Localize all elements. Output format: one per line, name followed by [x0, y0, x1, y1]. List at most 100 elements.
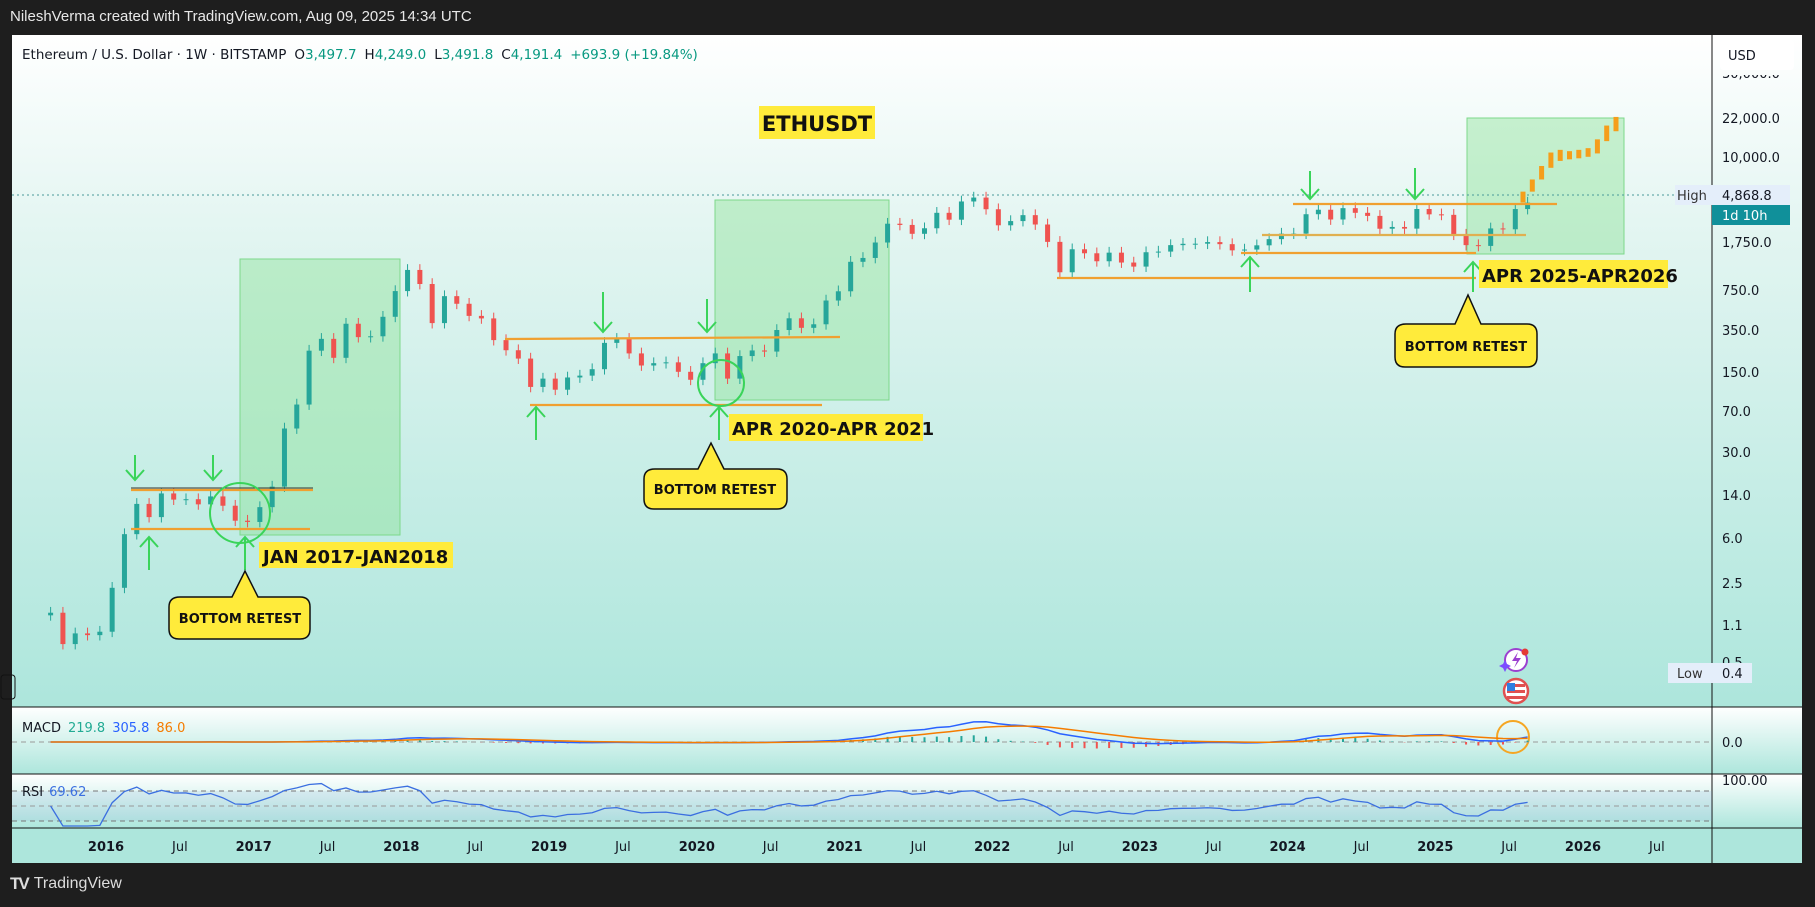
- tradingview-logo-icon: TV: [10, 874, 30, 893]
- candle: [380, 316, 386, 337]
- macd-hist-value: 219.8: [68, 721, 105, 736]
- candle: [466, 303, 472, 316]
- candle: [318, 338, 324, 351]
- price-tick: 150.0: [1722, 366, 1759, 381]
- brand-name: TradingView: [33, 875, 122, 892]
- price-tick: 70.0: [1722, 405, 1751, 420]
- candle: [146, 503, 152, 518]
- candle: [897, 223, 903, 225]
- candle: [306, 350, 312, 405]
- macd-bar: [517, 742, 520, 744]
- us-flag-events-icon[interactable]: [1502, 677, 1530, 705]
- candle: [1414, 209, 1420, 229]
- rsi-pane[interactable]: [12, 774, 1802, 828]
- candle: [478, 315, 484, 319]
- candle: [958, 201, 964, 220]
- candle: [1352, 208, 1358, 213]
- candle: [1451, 214, 1457, 235]
- projection-bar: [1594, 139, 1600, 154]
- open-value: 3,497.7: [305, 47, 357, 63]
- macd-bar: [443, 741, 446, 742]
- rsi-axis-label: 100.00: [1722, 774, 1768, 789]
- candle: [688, 371, 694, 380]
- bar-countdown: 1d 10h: [1722, 209, 1767, 224]
- macd-bar: [1391, 741, 1394, 742]
- arrows: [125, 168, 1483, 570]
- candle: [1340, 208, 1346, 220]
- macd-bar: [1009, 740, 1012, 742]
- macd-bar: [381, 741, 384, 742]
- macd-pane[interactable]: [12, 707, 1802, 774]
- candle: [934, 212, 940, 229]
- signal-line: [50, 725, 1528, 744]
- macd-bar: [541, 742, 544, 744]
- candle: [1463, 234, 1469, 246]
- candle: [528, 358, 534, 387]
- time-tick: 2022: [974, 840, 1010, 855]
- candle: [589, 369, 595, 376]
- time-tick: Jul: [1500, 840, 1517, 855]
- rsi-legend[interactable]: RSI 69.62: [22, 785, 86, 800]
- macd-bar: [1132, 742, 1135, 748]
- time-tick: Jul: [1353, 840, 1370, 855]
- candle: [872, 242, 878, 258]
- candle: [1143, 252, 1149, 267]
- cycle-label-2: APR 2020-APR 2021: [732, 419, 934, 440]
- candle: [995, 209, 1001, 226]
- projection-bars: [1520, 116, 1619, 203]
- candle: [109, 587, 115, 632]
- symbol-name: Ethereum / U.S. Dollar · 1W · BITSTAMP: [22, 47, 286, 63]
- up-arrow-icon: [709, 405, 729, 440]
- candle: [1254, 245, 1260, 250]
- macd-bar: [1526, 740, 1529, 742]
- candle: [860, 257, 866, 262]
- currency-button[interactable]: [1720, 40, 1794, 70]
- time-axis[interactable]: [12, 828, 1802, 863]
- candle: [355, 323, 361, 338]
- macd-bar: [1366, 738, 1369, 742]
- candle: [761, 350, 767, 352]
- candle: [1094, 253, 1100, 262]
- candle: [774, 329, 780, 352]
- candle: [1500, 228, 1506, 230]
- candle: [1488, 228, 1494, 246]
- macd-bar: [1083, 742, 1086, 749]
- down-arrow-icon: [125, 455, 145, 482]
- time-tick: Jul: [466, 840, 483, 855]
- candle: [343, 323, 349, 358]
- candle: [540, 378, 546, 387]
- high-marker-label: High: [1677, 189, 1707, 204]
- macd-legend[interactable]: MACD 219.8 305.8 86.0: [22, 721, 185, 736]
- candle: [1020, 215, 1026, 222]
- macd-bar: [1034, 742, 1037, 743]
- price-tick: 1.1: [1722, 619, 1743, 634]
- price-tick: 30.0: [1722, 446, 1751, 461]
- zone-2020: [714, 199, 890, 401]
- macd-axis-label: 0.0: [1722, 736, 1743, 751]
- tradingview-brand[interactable]: TV TradingView: [10, 874, 122, 894]
- candle: [429, 284, 435, 324]
- candle: [257, 507, 263, 522]
- macd-bar: [997, 739, 1000, 742]
- candle: [503, 340, 509, 351]
- lightning-assistant-icon[interactable]: [1499, 648, 1529, 673]
- symbol-legend[interactable]: Ethereum / U.S. Dollar · 1W · BITSTAMP O3…: [22, 47, 698, 63]
- macd-bar: [394, 740, 397, 742]
- candle: [269, 486, 275, 508]
- annotation-title: ETHUSDT: [762, 112, 873, 136]
- macd-bar: [1058, 742, 1061, 748]
- projection-bar: [1557, 149, 1563, 161]
- time-tick: 2021: [826, 840, 862, 855]
- time-tick: Jul: [1057, 840, 1074, 855]
- projection-bar: [1548, 152, 1554, 168]
- label-bg: [729, 414, 923, 441]
- candle: [971, 197, 977, 202]
- price-tick: 14.0: [1722, 489, 1751, 504]
- time-tick: Jul: [614, 840, 631, 855]
- scroll-handle[interactable]: [0, 674, 16, 700]
- candle: [1266, 239, 1272, 246]
- candle: [331, 338, 337, 358]
- candle: [1278, 233, 1284, 240]
- macd-bar: [505, 742, 508, 743]
